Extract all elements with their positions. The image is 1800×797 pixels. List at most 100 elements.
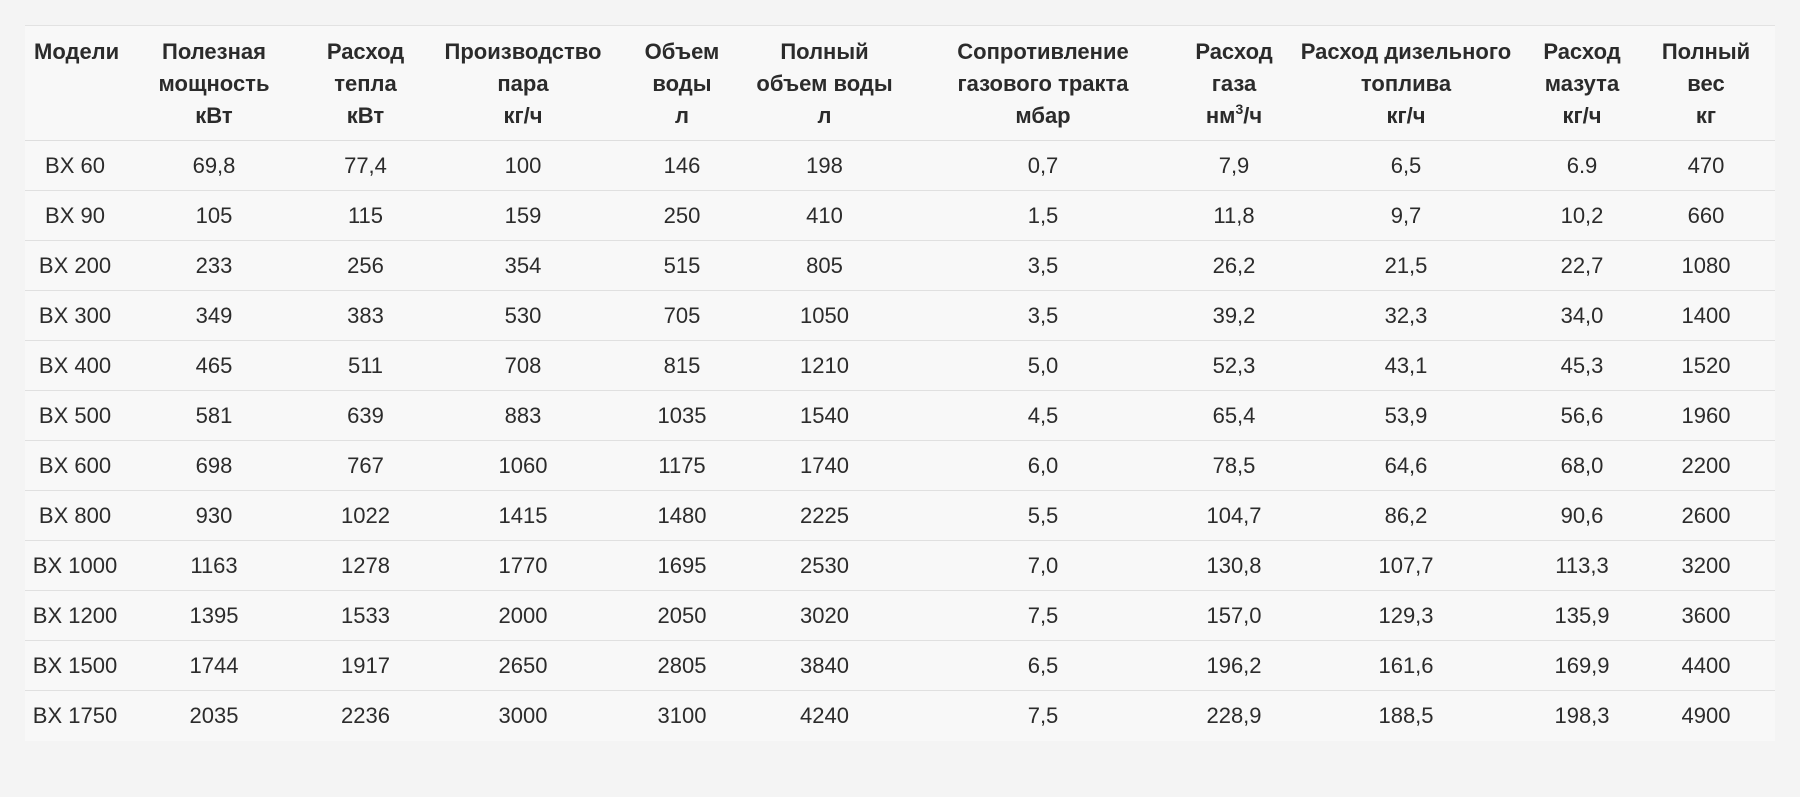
table-cell: 883 xyxy=(504,402,542,428)
table-cell: 68,0 xyxy=(1560,452,1604,478)
header-line: Производство xyxy=(444,39,602,64)
table-cell: 465 xyxy=(195,352,233,378)
header-line: кг/ч xyxy=(1386,103,1426,128)
table-cell: 130,8 xyxy=(1206,552,1262,578)
table-row: BX 1200 1395 1533 2000 2050 3020 7,5 157,0 129,3… xyxy=(25,591,1775,641)
table-row: BX 400 465 511 708 815 1210 5,0 52,3 43,1 45,3 152… xyxy=(25,341,1775,391)
table-row: BX 300 349 383 530 705 1050 3,5 39,2 32,3 34,0 140… xyxy=(25,291,1775,341)
header-line: Расход дизельного xyxy=(1300,39,1512,64)
table-cell: 78,5 xyxy=(1212,452,1256,478)
header-line: кВт xyxy=(195,103,233,128)
table-cell: 198 xyxy=(806,152,843,178)
header-line: Модели xyxy=(34,39,120,64)
table-cell: 660 xyxy=(1687,202,1725,228)
table-cell: 1960 xyxy=(1681,402,1731,428)
table-cell: 22,7 xyxy=(1560,252,1604,278)
table-cell: 64,6 xyxy=(1384,452,1428,478)
model-cell: BX 1750 xyxy=(32,702,118,728)
table-cell: 5,0 xyxy=(1027,352,1059,378)
table-cell: 11,8 xyxy=(1213,202,1255,228)
table-cell: 7,5 xyxy=(1027,602,1059,628)
table-cell: 52,3 xyxy=(1212,352,1256,378)
table-row: BX 200 233 256 354 515 805 3,5 26,2 21,5 22,7 1080 xyxy=(25,241,1775,291)
table-cell: 32,3 xyxy=(1384,302,1428,328)
table-cell: 53,9 xyxy=(1384,402,1428,428)
table-cell: 2200 xyxy=(1681,452,1731,478)
table-cell: 169,9 xyxy=(1554,652,1610,678)
table-cell: 39,2 xyxy=(1212,302,1256,328)
header-line: мбар xyxy=(1015,103,1071,128)
table-row: BX 60 69,8 77,4 100 146 198 0,7 7,9 6,5 6.9 470 xyxy=(25,141,1775,191)
table-cell: 107,7 xyxy=(1378,552,1434,578)
table-cell: 1415 xyxy=(498,502,548,528)
boiler-specs-table: Модели Полезная мощность кВт Расход тепла кВт П… xyxy=(25,25,1775,741)
table-cell: 581 xyxy=(195,402,233,428)
table-cell: 233 xyxy=(195,252,233,278)
header-steam-production: Производство пара кг/ч xyxy=(428,25,618,141)
header-gas-path-resistance: Сопротивление газового тракта мбар xyxy=(903,25,1183,141)
unit-prefix: нм xyxy=(1205,103,1236,128)
model-cell: BX 60 xyxy=(45,152,105,178)
table-cell: 349 xyxy=(195,302,233,328)
table-body: BX 60 69,8 77,4 100 146 198 0,7 7,9 6,5 6.9 470 BX … xyxy=(25,141,1775,741)
header-line: л xyxy=(817,103,832,128)
table-cell: 6,5 xyxy=(1390,152,1422,178)
table-cell: 104,7 xyxy=(1206,502,1262,528)
table-row: BX 500 581 639 883 1035 1540 4,5 65,4 53,9 56,6 19… xyxy=(25,391,1775,441)
table-cell: 3200 xyxy=(1681,552,1731,578)
table-row: BX 800 930 1022 1415 1480 2225 5,5 104,7 86,2 90,… xyxy=(25,491,1775,541)
table-cell: 410 xyxy=(806,202,843,228)
model-cell: BX 90 xyxy=(45,202,105,228)
table-cell: 56,6 xyxy=(1560,402,1604,428)
table-cell: 515 xyxy=(663,252,701,278)
table-cell: 115 xyxy=(347,202,384,228)
table-cell: 2050 xyxy=(657,602,707,628)
table-cell: 767 xyxy=(347,452,384,478)
table-cell: 7,5 xyxy=(1027,702,1059,728)
table-cell: 256 xyxy=(347,252,384,278)
header-line: кг/ч xyxy=(1562,103,1602,128)
header-heat-consumption: Расход тепла кВт xyxy=(303,25,428,141)
table-cell: 3,5 xyxy=(1027,252,1059,278)
unit-superscript: 3 xyxy=(1235,100,1244,117)
table-cell: 9,7 xyxy=(1390,202,1422,228)
table-cell: 86,2 xyxy=(1384,502,1428,528)
table-cell: 1050 xyxy=(800,302,849,328)
table-row: BX 600 698 767 1060 1175 1740 6,0 78,5 64,6 68,0 2… xyxy=(25,441,1775,491)
header-line: газового тракта xyxy=(957,71,1129,96)
table-cell: 1540 xyxy=(800,402,849,428)
table-cell: 698 xyxy=(195,452,233,478)
table-cell: 1175 xyxy=(658,452,706,478)
model-cell: BX 200 xyxy=(38,252,112,278)
header-line: Полезная xyxy=(162,39,266,64)
header-line: кВт xyxy=(346,103,385,128)
table-cell: 1695 xyxy=(657,552,707,578)
model-cell: BX 400 xyxy=(38,352,112,378)
table-cell: 1395 xyxy=(189,602,239,628)
table-cell: 188,5 xyxy=(1378,702,1434,728)
model-cell: BX 500 xyxy=(38,402,112,428)
table-cell: 228,9 xyxy=(1206,702,1262,728)
header-line: тепла xyxy=(334,71,397,96)
table-cell: 2650 xyxy=(498,652,548,678)
table-cell: 198,3 xyxy=(1554,702,1610,728)
table-cell: 43,1 xyxy=(1384,352,1428,378)
table-cell: 1,5 xyxy=(1027,202,1059,228)
model-cell: BX 1500 xyxy=(32,652,118,678)
table-row: BX 1750 2035 2236 3000 3100 4240 7,5 228,9 188,5… xyxy=(25,691,1775,741)
model-cell: BX 1200 xyxy=(32,602,118,628)
table-header: Модели Полезная мощность кВт Расход тепла кВт П… xyxy=(25,25,1775,141)
header-line: Объем xyxy=(644,39,720,64)
table-cell: 511 xyxy=(347,352,384,378)
table-cell: 129,3 xyxy=(1378,602,1434,628)
table-cell: 4240 xyxy=(800,702,849,728)
table-cell: 1740 xyxy=(800,452,849,478)
table-cell: 530 xyxy=(504,302,542,328)
header-fuel-oil-consumption: Расход мазута кг/ч xyxy=(1527,25,1637,141)
table-cell: 1210 xyxy=(800,352,849,378)
table-cell: 805 xyxy=(806,252,843,278)
table-cell: 708 xyxy=(504,352,542,378)
table-cell: 1080 xyxy=(1681,252,1731,278)
table-row: BX 1000 1163 1278 1770 1695 2530 7,0 130,8 107,7… xyxy=(25,541,1775,591)
